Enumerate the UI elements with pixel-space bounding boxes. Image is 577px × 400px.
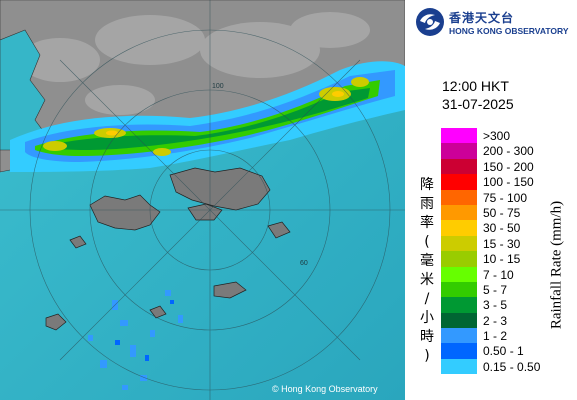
legend-row: 200 - 300 xyxy=(441,143,577,159)
legend-label: 0.15 - 0.50 xyxy=(483,359,541,374)
legend-label: 1 - 2 xyxy=(483,329,508,344)
legend-label: 50 - 75 xyxy=(483,205,521,220)
timestamp-time: 12:00 HKT xyxy=(442,78,509,94)
legend-row: >300 xyxy=(441,128,577,144)
legend-row: 100 - 150 xyxy=(441,174,577,190)
legend-row: 0.50 - 1 xyxy=(441,343,577,359)
legend-swatch xyxy=(441,158,477,175)
legend-swatch xyxy=(441,220,477,236)
legend-row: 2 - 3 xyxy=(441,312,577,329)
copyright-text: © Hong Kong Observatory xyxy=(272,384,378,394)
legend-label: 200 - 300 xyxy=(483,144,534,159)
legend-swatch xyxy=(441,204,477,221)
legend-row: 1 - 2 xyxy=(441,328,577,344)
legend-label: 15 - 30 xyxy=(483,236,521,251)
legend-swatch xyxy=(441,358,477,375)
legend-panel: 香港天文台 HONG KONG OBSERVATORY 12:00 HKT 31… xyxy=(405,0,577,400)
legend-row: 75 - 100 xyxy=(441,189,577,205)
legend-row: 150 - 200 xyxy=(441,158,577,175)
radar-map[interactable]: 60 100 © Hong Kong Observatory xyxy=(0,0,405,400)
legend-row: 0.15 - 0.50 xyxy=(441,358,577,375)
legend-swatch xyxy=(441,235,477,252)
legend-row: 50 - 75 xyxy=(441,204,577,221)
legend-swatch xyxy=(441,174,477,190)
legend-label: 150 - 200 xyxy=(483,159,534,174)
legend-label: >300 xyxy=(483,129,511,143)
range-rings xyxy=(0,0,405,400)
legend-row: 3 - 5 xyxy=(441,297,577,313)
ring-label-100: 100 xyxy=(212,83,224,90)
legend-swatch xyxy=(441,189,477,205)
legend-title-english: Rainfall Rate (mm/h) xyxy=(548,200,565,330)
ring-label-60: 60 xyxy=(300,260,308,267)
legend-label: 30 - 50 xyxy=(483,221,521,236)
legend-label: 0.50 - 1 xyxy=(483,344,524,359)
legend-swatch xyxy=(441,143,477,159)
legend-label: 75 - 100 xyxy=(483,190,528,205)
hong-kong-islands xyxy=(45,167,291,331)
legend-swatch xyxy=(441,328,477,344)
legend-row: 30 - 50 xyxy=(441,220,577,236)
sea-showers-darker xyxy=(115,300,174,361)
legend-row: 10 - 15 xyxy=(441,251,577,267)
legend-label: 2 - 3 xyxy=(483,313,508,328)
legend-row: 5 - 7 xyxy=(441,281,577,298)
legend-label: 5 - 7 xyxy=(483,282,508,297)
legend-swatch xyxy=(441,312,477,329)
legend-label: 3 - 5 xyxy=(483,298,508,313)
legend-row: 7 - 10 xyxy=(441,266,577,282)
legend-title-chinese: 降雨率(毫米 / 小時) xyxy=(420,177,434,364)
legend-swatch xyxy=(441,281,477,298)
legend-swatch xyxy=(441,297,477,313)
legend-swatch xyxy=(441,343,477,359)
legend-swatch xyxy=(441,266,477,282)
legend-label: 10 - 15 xyxy=(483,252,521,267)
radar-image: 60 100 xyxy=(0,0,405,400)
hko-logo-icon xyxy=(416,8,444,36)
rainfall-legend: >300 200 - 300 150 - 200 100 - 150 75 - 100 5… xyxy=(441,128,577,375)
logo-text-chinese: 香港天文台 xyxy=(449,11,515,25)
legend-label: 100 - 150 xyxy=(483,175,534,190)
legend-swatch xyxy=(441,128,477,144)
hko-logo[interactable]: 香港天文台 HONG KONG OBSERVATORY xyxy=(415,6,575,42)
legend-row: 15 - 30 xyxy=(441,235,577,252)
legend-label: 7 - 10 xyxy=(483,267,514,282)
rain-band xyxy=(10,61,405,173)
legend-swatch xyxy=(441,251,477,267)
timestamp-date: 31-07-2025 xyxy=(442,96,514,112)
logo-text-english: HONG KONG OBSERVATORY xyxy=(449,26,569,36)
